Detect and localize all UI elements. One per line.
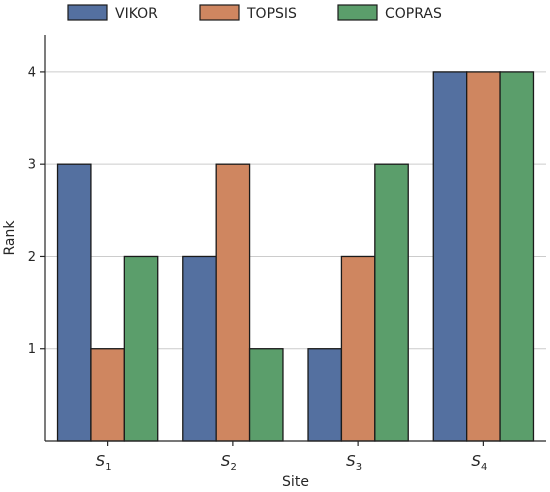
x-axis-title: Site xyxy=(282,474,309,490)
bars xyxy=(56,71,535,442)
bar-topsis xyxy=(215,163,251,442)
bar-vikor xyxy=(307,348,343,442)
y-tick-label: 2 xyxy=(28,250,36,265)
y-tick-label: 1 xyxy=(28,342,36,357)
legend-item-vikor: VIKOR xyxy=(67,4,158,22)
y-axis-title: Rank xyxy=(2,220,18,256)
legend-swatch xyxy=(337,4,378,21)
bar-vikor xyxy=(182,255,217,442)
legend-label: COPRAS xyxy=(385,6,442,22)
legend-item-topsis: TOPSIS xyxy=(199,4,297,22)
legend-label: TOPSIS xyxy=(246,6,297,22)
y-tick-label: 4 xyxy=(28,65,36,80)
legend-swatch xyxy=(67,4,108,21)
x-tick-label: S3 xyxy=(346,452,362,473)
bar-vikor xyxy=(432,71,468,442)
bar-copras xyxy=(499,71,535,442)
legend-label: VIKOR xyxy=(115,6,158,22)
y-tick-label: 3 xyxy=(28,158,36,173)
bar-copras xyxy=(248,348,284,442)
bar-topsis xyxy=(466,71,501,442)
bar-topsis xyxy=(90,348,125,442)
x-tick-label: S2 xyxy=(221,452,237,473)
x-tick-label: S4 xyxy=(471,452,487,473)
legend-swatch xyxy=(199,4,240,21)
bar-copras xyxy=(374,163,409,442)
bar-copras xyxy=(123,255,159,442)
x-ticks: S1 S2 S3 S4 xyxy=(96,441,487,473)
y-ticks: 1 2 3 4 xyxy=(28,65,45,357)
x-tick-label: S1 xyxy=(96,452,112,473)
bar-topsis xyxy=(340,255,376,442)
legend: VIKOR TOPSIS COPRAS xyxy=(67,4,442,22)
legend-item-copras: COPRAS xyxy=(337,4,442,22)
bar-vikor xyxy=(56,163,92,442)
